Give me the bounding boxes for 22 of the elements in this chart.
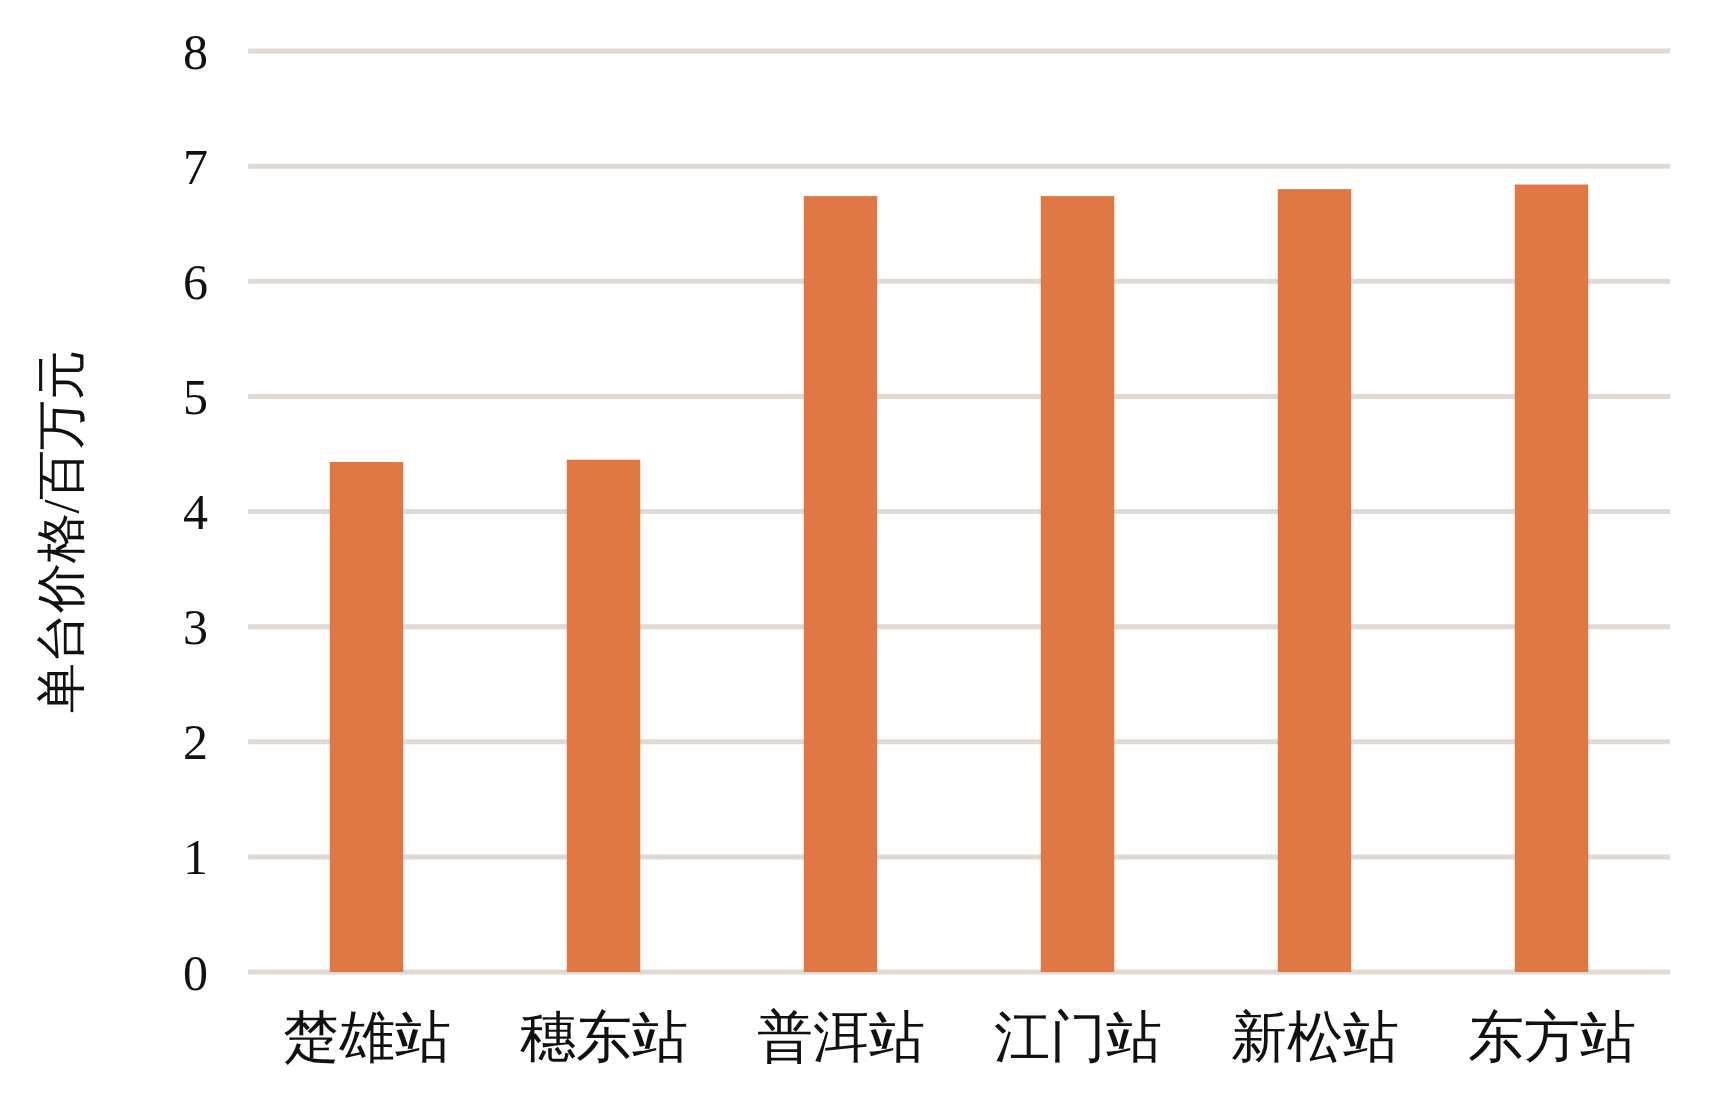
y-tick-label: 3 (183, 599, 208, 656)
y-axis-title: 单台价格/百万元 (33, 349, 89, 714)
bar (329, 462, 404, 972)
y-tick-label: 6 (183, 253, 208, 310)
y-tick-label: 2 (183, 714, 208, 771)
x-tick-label: 普洱站 (756, 1006, 925, 1068)
x-tick-label: 楚雄站 (282, 1006, 451, 1068)
x-tick-label: 穗东站 (519, 1006, 688, 1068)
y-tick-label: 1 (183, 829, 208, 886)
y-tick-label: 4 (183, 484, 208, 540)
x-tick-label: 东方站 (1467, 1006, 1636, 1068)
bar (1277, 189, 1352, 972)
y-tick-label: 5 (183, 368, 208, 425)
bar (566, 459, 641, 972)
bar (1040, 196, 1115, 972)
x-tick-label: 新松站 (1230, 1006, 1399, 1068)
x-tick-label: 江门站 (993, 1006, 1162, 1068)
bar (1514, 184, 1589, 972)
bar (803, 196, 878, 972)
y-tick-label: 7 (183, 138, 208, 195)
y-tick-label: 0 (183, 944, 208, 1001)
y-tick-label: 8 (183, 23, 208, 80)
